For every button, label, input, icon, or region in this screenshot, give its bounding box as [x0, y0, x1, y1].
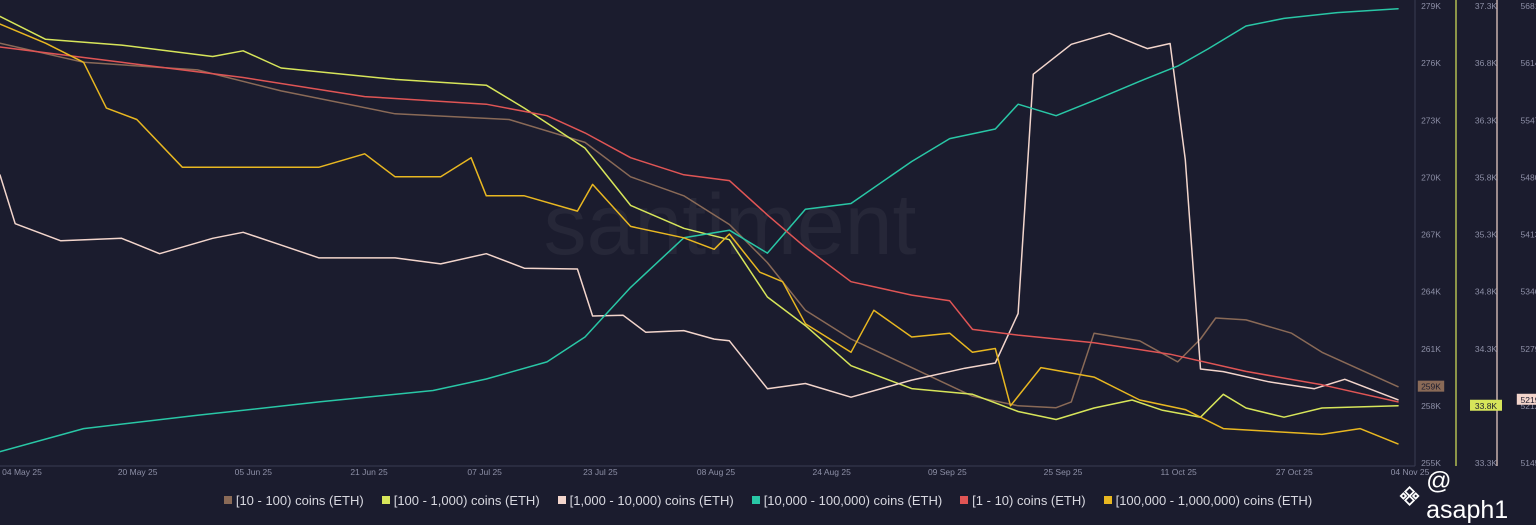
last-value-badge-a1: [1417, 380, 1445, 392]
x-tick-label: 21 Jun 25: [350, 467, 388, 477]
legend-label: [100,000 - 1,000,000) coins (ETH): [1115, 492, 1313, 508]
legend-label: [10 - 100) coins (ETH): [235, 492, 364, 508]
y-tick-label-a3: 5413: [1521, 230, 1536, 240]
last-value-label-a3: 5219: [1521, 395, 1536, 405]
y-tick-label-a1: 276K: [1421, 58, 1441, 68]
series-line-2[interactable]: [0, 32, 1399, 401]
y-tick-label-a1: 270K: [1421, 172, 1441, 182]
y-tick-label-a3: 5547: [1521, 115, 1536, 125]
legend-swatch: [557, 496, 566, 504]
x-tick-label: 25 Sep 25: [1044, 467, 1083, 477]
series-line-3[interactable]: [0, 8, 1399, 453]
x-tick-label: 23 Jul 25: [583, 467, 618, 477]
legend-label: [1 - 10) coins (ETH): [972, 492, 1086, 508]
y-tick-label-a1: 273K: [1421, 115, 1441, 125]
series-line-0[interactable]: [0, 42, 1399, 409]
x-tick-label: 04 May 25: [2, 467, 42, 477]
legend-item-10-100[interactable]: [10 - 100) coins (ETH): [223, 492, 364, 508]
last-value-badge-a3: [1516, 393, 1536, 405]
x-tick-label: 24 Aug 25: [813, 467, 852, 477]
author-watermark: @ asaph1: [1399, 467, 1536, 524]
y-tick-label-a1: 279K: [1421, 1, 1441, 11]
last-value-label-a2: 33.8K: [1475, 401, 1498, 411]
y-tick-label-a2: 36.3K: [1475, 115, 1498, 125]
x-tick-label: 05 Jun 25: [235, 467, 273, 477]
y-tick-label-a1: 267K: [1421, 230, 1441, 240]
legend-swatch: [1103, 496, 1112, 504]
y-tick-label-a3: 5614: [1521, 58, 1536, 68]
legend: [10 - 100) coins (ETH) [100 - 1,000) coi…: [0, 488, 1536, 512]
x-tick-label: 27 Oct 25: [1276, 467, 1313, 477]
legend-swatch: [751, 496, 760, 504]
x-tick-label: 09 Sep 25: [928, 467, 967, 477]
series-line-5[interactable]: [0, 23, 1399, 445]
legend-swatch: [960, 496, 969, 504]
x-tick-label: 07 Jul 25: [467, 467, 502, 477]
legend-swatch: [223, 496, 232, 504]
legend-label: [1,000 - 10,000) coins (ETH): [569, 492, 734, 508]
legend-label: [100 - 1,000) coins (ETH): [393, 492, 540, 508]
y-tick-label-a2: 37.3K: [1475, 1, 1498, 11]
last-value-label-a1: 259K: [1421, 382, 1441, 392]
x-tick-label: 04 Nov 25: [1391, 467, 1430, 477]
last-value-badge-a2: [1470, 399, 1502, 411]
legend-item-1000-10000[interactable]: [1,000 - 10,000) coins (ETH): [557, 492, 734, 508]
y-tick-label-a1: 255K: [1421, 458, 1441, 468]
legend-label: [10,000 - 100,000) coins (ETH): [763, 492, 943, 508]
legend-item-100000-1000000[interactable]: [100,000 - 1,000,000) coins (ETH): [1103, 492, 1313, 508]
y-tick-label-a1: 258K: [1421, 401, 1441, 411]
series-line-4[interactable]: [0, 46, 1399, 403]
y-tick-label-a2: 34.8K: [1475, 287, 1498, 297]
y-tick-label-a3: 5212: [1521, 401, 1536, 411]
y-tick-label-a2: 34.3K: [1475, 344, 1498, 354]
y-tick-label-a3: 5346: [1521, 287, 1536, 297]
legend-swatch: [381, 496, 390, 504]
y-tick-label-a2: 35.3K: [1475, 230, 1498, 240]
y-tick-label-a3: 5145: [1521, 458, 1536, 468]
legend-item-100-1000[interactable]: [100 - 1,000) coins (ETH): [381, 492, 540, 508]
y-tick-label-a1: 264K: [1421, 287, 1441, 297]
y-tick-label-a3: 5681: [1521, 1, 1536, 11]
y-tick-label-a1: 261K: [1421, 344, 1441, 354]
y-tick-label-a2: 33.3K: [1475, 458, 1498, 468]
x-tick-label: 08 Aug 25: [697, 467, 736, 477]
author-handle: @ asaph1: [1426, 467, 1509, 524]
series-line-1[interactable]: [0, 15, 1399, 421]
x-tick-label: 11 Oct 25: [1161, 467, 1197, 477]
legend-item-10000-100000[interactable]: [10,000 - 100,000) coins (ETH): [751, 492, 943, 508]
legend-item-1-10[interactable]: [1 - 10) coins (ETH): [960, 492, 1086, 508]
y-tick-label-a2: 36.8K: [1475, 58, 1498, 68]
binance-logo-icon: [1399, 485, 1420, 507]
y-tick-label-a3: 5480: [1521, 172, 1536, 182]
y-tick-label-a2: 35.8K: [1475, 172, 1498, 182]
x-tick-label: 20 May 25: [118, 467, 158, 477]
